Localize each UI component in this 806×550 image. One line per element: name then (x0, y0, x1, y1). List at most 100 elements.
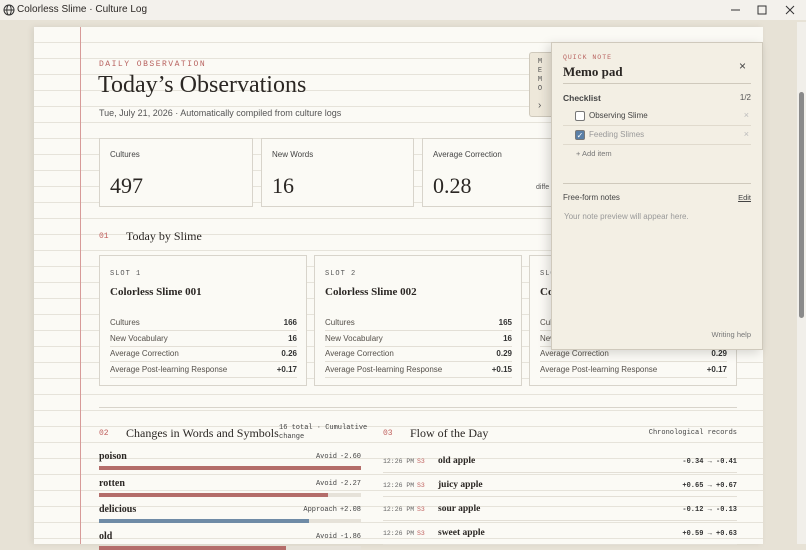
checkbox[interactable]: ✓ (575, 130, 585, 140)
slot-row: Cultures 165 (325, 316, 512, 331)
page-title: Today’s Observations (98, 72, 307, 98)
separator (563, 183, 751, 184)
word: old apple (438, 456, 476, 466)
time: 12:26 PM (383, 482, 415, 489)
time: 12:26 PM (383, 506, 415, 513)
direction: Avoid (315, 533, 337, 542)
word: delicious (99, 504, 137, 516)
word: old (99, 531, 113, 543)
change: +0.65 → +0.67 (682, 482, 737, 490)
section-note: Chronological records (648, 429, 737, 437)
remove-item[interactable]: × (743, 129, 749, 139)
separator (563, 83, 751, 84)
memo-tab[interactable]: MEMO › (529, 52, 552, 117)
bar (99, 492, 328, 497)
row-value: 16 (503, 333, 512, 343)
change-label: Avoid -2.27 (316, 480, 361, 488)
direction: Avoid (315, 479, 337, 488)
slot-row: New Vocabulary 16 (110, 332, 297, 347)
section-title: Flow of the Day (410, 426, 489, 440)
add-item[interactable]: + Add item (576, 149, 612, 158)
bar (99, 466, 361, 470)
checklist-count: 1/2 (739, 93, 751, 102)
close-button[interactable]: × (739, 59, 747, 73)
notes-title: Free-form notes (563, 193, 620, 202)
divider (99, 407, 737, 408)
checkbox[interactable] (575, 111, 585, 121)
checklist-item: Observing Slime × (563, 109, 751, 126)
value-label: -2.27 (339, 479, 361, 488)
slot-row: Average Correction 0.29 (540, 347, 727, 362)
time: 12:26 PM (383, 458, 415, 465)
slot-row: Average Post-learning Response +0.17 (110, 363, 297, 378)
stat-label: New Words (272, 150, 314, 159)
row-value: 165 (498, 318, 512, 327)
slot: S3 (417, 482, 425, 489)
change-label: Approach +2.08 (303, 506, 361, 514)
bar (99, 519, 309, 524)
stat-card: New Words 16 (261, 138, 414, 207)
chevron: › (538, 100, 542, 111)
row-label: Average Post-learning Response (540, 364, 658, 374)
item-text: Feeding Slimes (589, 130, 645, 139)
slot-name: Colorless Slime 001 (110, 286, 202, 298)
edit-link[interactable]: Edit (738, 193, 751, 202)
title-bar: Colorless Slime · Culture Log (0, 0, 806, 20)
stat-value: 16 (272, 173, 294, 198)
checklist-item: ✓ Feeding Slimes × (563, 128, 751, 145)
stat-label: Average Correction (433, 150, 502, 159)
change-label: Avoid -1.86 (316, 533, 361, 541)
row-label: Average Correction (325, 349, 394, 358)
stat-value: 497 (110, 173, 143, 198)
remove-item[interactable]: × (743, 110, 749, 120)
change: -0.34 → -0.41 (682, 458, 737, 466)
notes-placeholder: Your note preview will appear here. (564, 212, 689, 221)
word: sour apple (438, 504, 481, 514)
value-label: -1.86 (339, 533, 361, 542)
stat-note: diffe (536, 184, 550, 191)
slot-row: Average Correction 0.29 (325, 347, 512, 362)
slot-card: SLOT 1 Colorless Slime 001 Cultures 166 New … (99, 255, 307, 386)
row-label: Average Post-learning Response (110, 364, 228, 374)
section-title: Changes in Words and Symbols (126, 426, 279, 440)
slot-row: Average Post-learning Response +0.17 (540, 363, 727, 378)
slot-name: Colorless Slime 002 (325, 286, 417, 298)
word: poison (99, 451, 127, 462)
window-controls[interactable] (725, 3, 801, 17)
scrollbar[interactable] (797, 22, 806, 544)
margin-line (80, 27, 81, 544)
row-label: New Vocabulary (325, 333, 383, 343)
word: rotten (99, 477, 125, 489)
app-icon (3, 4, 15, 16)
section-number: 02 (99, 429, 109, 438)
writing-help[interactable]: Writing help (711, 330, 751, 339)
scroll-thumb[interactable] (799, 92, 804, 318)
item-text: Observing Slime (589, 111, 648, 120)
change-label: Avoid -2.60 (316, 453, 361, 461)
memo-panel: QUICK NOTE Memo pad × Checklist 1/2 + Ad… (551, 42, 763, 350)
row-label: Average Correction (540, 349, 609, 358)
memo-title: Memo pad (563, 64, 623, 79)
flow-row (383, 476, 737, 497)
row-label: Average Post-learning Response (325, 364, 443, 374)
memo-eyebrow: QUICK NOTE (563, 54, 613, 61)
flow-row (383, 452, 737, 473)
word: juicy apple (438, 480, 483, 490)
tab-label: MEMO (536, 58, 544, 94)
row-label: New Vocabulary (110, 333, 168, 343)
slot-label: SLOT 1 (110, 270, 142, 278)
word: sweet apple (438, 528, 485, 538)
section-title: Today by Slime (126, 229, 202, 243)
direction: Approach (303, 506, 337, 515)
row-value: +0.17 (706, 364, 727, 374)
row-value: 16 (288, 333, 297, 343)
slot-card: SLOT 2 Colorless Slime 002 Cultures 165 New … (314, 255, 522, 386)
row-value: +0.17 (276, 364, 297, 374)
slot-row: Average Correction 0.26 (110, 347, 297, 362)
eyebrow: DAILY OBSERVATION (99, 60, 207, 69)
stat-value: 0.28 (433, 173, 472, 198)
stat-label: Cultures (110, 150, 140, 159)
slot-row: New Vocabulary 16 (325, 332, 512, 347)
change: +0.59 → +0.63 (682, 530, 737, 538)
